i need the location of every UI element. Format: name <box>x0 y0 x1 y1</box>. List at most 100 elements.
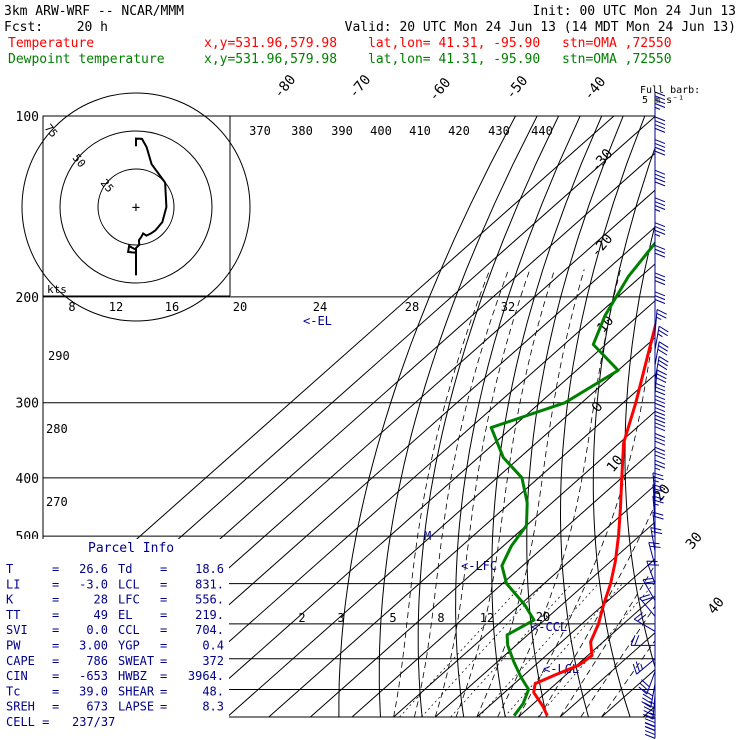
wind-barb-flag <box>652 511 664 516</box>
dry-adiabat <box>417 116 560 717</box>
theta-tick-label: 280 <box>46 422 68 436</box>
isotherm-line <box>601 668 655 717</box>
theta-tick-label: 290 <box>48 349 70 363</box>
wind-barb-flag <box>658 359 668 367</box>
wind-barb-flag <box>656 377 667 383</box>
wind-barb-flag <box>650 527 662 531</box>
wind-barb-flag <box>654 454 666 460</box>
wind-barb-flag <box>654 99 666 105</box>
wind-barb-flag <box>652 484 664 489</box>
wind-barb-flag <box>653 488 664 493</box>
moist-adiabat <box>518 324 655 717</box>
sounding-series <box>489 240 655 717</box>
wind-barb-flag <box>654 150 666 156</box>
wind-barb-flag <box>654 95 666 101</box>
theta-tick-label: 430 <box>488 124 510 138</box>
wind-barb-flag <box>637 614 647 622</box>
parcel-value: 556. <box>195 593 224 607</box>
level-label: <-LCL <box>543 662 579 676</box>
theta-tick-label: 380 <box>291 124 313 138</box>
wind-barb-flag <box>632 663 638 675</box>
dry-adiabat <box>526 116 624 717</box>
dewpoint-stn: stn=OMA ,72550 <box>562 52 672 67</box>
parcel-label: CIN <box>6 669 28 683</box>
wind-barb-flag <box>654 120 666 126</box>
wind-barb-flag <box>654 433 666 438</box>
wind-barb-flag <box>654 463 666 469</box>
wind-barb-flag <box>649 545 661 548</box>
parcel-value: 704. <box>195 623 224 637</box>
wind-barb-flag <box>654 106 661 110</box>
isotherm-tick-label: -40 <box>581 74 610 104</box>
isotherm-line <box>685 116 740 717</box>
parcel-equals: = <box>52 608 59 622</box>
mixing-ratio-tick-label: 8 <box>68 300 75 314</box>
wind-barb-flag <box>656 373 667 380</box>
mixing-ratio-line <box>478 583 599 717</box>
parcel-label: LFC <box>118 593 140 607</box>
wind-barb-flag <box>639 594 650 599</box>
theta-tick-label: 370 <box>249 124 271 138</box>
valid-time: Valid: 20 UTC Mon 24 Jun 13 (14 MDT Mon … <box>345 20 736 35</box>
parcel-value: 0.4 <box>202 639 224 653</box>
wind-barb-flag <box>654 116 666 122</box>
theta-tick-label: 410 <box>409 124 431 138</box>
temperature-stn: stn=OMA ,72550 <box>562 36 672 51</box>
wind-barb-flag <box>654 390 666 396</box>
wind-barb-flag <box>640 663 643 670</box>
parcel-equals: = <box>52 623 59 637</box>
mixing-ratio-tick-label: 12 <box>109 300 123 314</box>
model-title: 3km ARW-WRF -- NCAR/MMM <box>4 4 184 19</box>
theta-tick-label: 440 <box>531 124 553 138</box>
wind-barb-flag <box>654 422 666 428</box>
dewpoint-line <box>489 240 655 717</box>
wind-barb-flag <box>658 325 669 333</box>
wind-barb-flag <box>654 426 666 432</box>
wind-barb-flag <box>642 697 652 704</box>
mixing-ratio-tick-label: 12 <box>480 611 494 625</box>
wind-barb-flag <box>652 495 664 500</box>
wind-barb-flag <box>642 693 653 701</box>
parcel-equals: = <box>160 577 167 591</box>
wind-barb-flag <box>654 201 666 207</box>
parcel-value: 49 <box>94 608 108 622</box>
hodograph-unit: kts <box>47 283 67 296</box>
fcst-label: Fcst: <box>4 20 43 35</box>
wind-barb-unit: 5 m s⁻¹ <box>642 95 684 106</box>
wind-barb-flag <box>658 345 668 352</box>
wind-barb-flag <box>658 329 668 337</box>
wind-barb-flag <box>654 295 666 301</box>
dry-adiabat <box>559 116 646 717</box>
isotherm-tick-label: 30 <box>683 529 706 552</box>
wind-barb-flag <box>654 402 666 408</box>
mixing-ratio-tick-label: 2 <box>298 611 305 625</box>
wind-barb-flag <box>651 530 663 535</box>
wind-barb-flag <box>654 418 666 424</box>
parcel-info-panel: Parcel Info T = 26.6 Td = 18.6 LI = -3.0 LCL = 831. K… <box>0 539 229 739</box>
parcel-equals: = <box>52 577 59 591</box>
isotherm-line <box>476 558 655 717</box>
wind-barb-flag <box>656 312 667 319</box>
parcel-label: CCL <box>118 623 140 637</box>
parcel-equals: = <box>52 593 59 607</box>
wind-barb-flag <box>656 309 667 315</box>
parcel-value: 48. <box>202 684 224 698</box>
wind-barb-flag <box>653 503 659 506</box>
isotherm-line <box>518 595 655 717</box>
isotherm-tick-label: -50 <box>503 73 532 103</box>
parcel-equals: = <box>160 593 167 607</box>
parcel-equals: = <box>160 669 167 683</box>
wind-barb-flag <box>654 382 666 388</box>
parcel-value: -3.0 <box>79 577 108 591</box>
wind-barb-flag <box>633 612 643 620</box>
isotherm-tick-label: -20 <box>588 231 617 261</box>
parcel-value: 237/37 <box>72 715 115 729</box>
isotherm-line <box>143 263 655 717</box>
wind-barb-flag <box>653 479 659 483</box>
mixing-ratio-tick-label: 24 <box>313 300 327 314</box>
parcel-label: LAPSE <box>118 700 154 714</box>
wind-barb-flag <box>649 700 655 705</box>
isotherm-line <box>268 373 655 717</box>
parcel-value: 3.00 <box>79 639 108 653</box>
